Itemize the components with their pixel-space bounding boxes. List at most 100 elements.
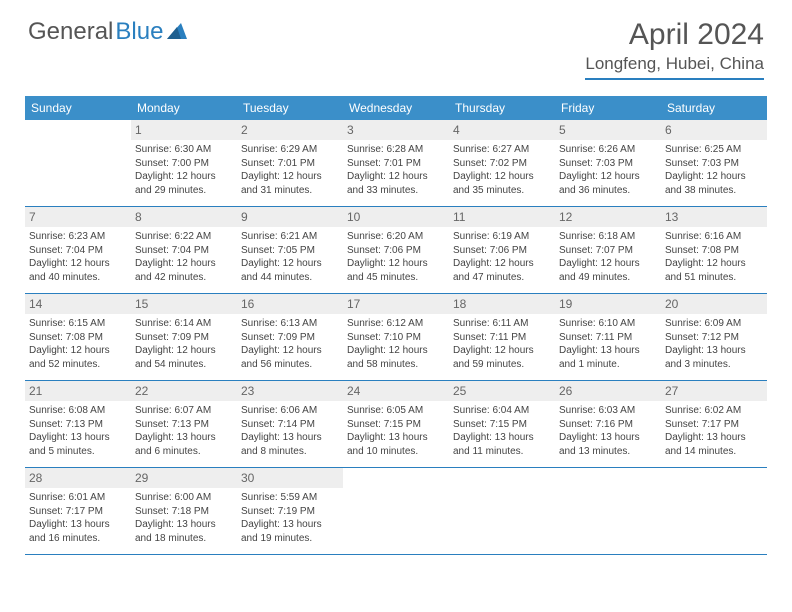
- day-number: 5: [555, 120, 661, 140]
- day-number: 23: [237, 381, 343, 401]
- dl1-text: Daylight: 12 hours: [665, 170, 763, 184]
- day-number: 4: [449, 120, 555, 140]
- dl2-text: and 29 minutes.: [135, 184, 233, 198]
- dl1-text: Daylight: 13 hours: [135, 431, 233, 445]
- week-row: 21Sunrise: 6:08 AMSunset: 7:13 PMDayligh…: [25, 381, 767, 468]
- dl2-text: and 36 minutes.: [559, 184, 657, 198]
- day-number: 9: [237, 207, 343, 227]
- dl1-text: Daylight: 12 hours: [241, 170, 339, 184]
- sunrise-text: Sunrise: 6:14 AM: [135, 317, 233, 331]
- dl2-text: and 19 minutes.: [241, 532, 339, 546]
- header: GeneralBlue April 2024 Longfeng, Hubei, …: [0, 0, 792, 88]
- calendar-cell: 13Sunrise: 6:16 AMSunset: 7:08 PMDayligh…: [661, 207, 767, 293]
- week-row: 14Sunrise: 6:15 AMSunset: 7:08 PMDayligh…: [25, 294, 767, 381]
- day-number: 10: [343, 207, 449, 227]
- calendar: Sunday Monday Tuesday Wednesday Thursday…: [25, 96, 767, 555]
- calendar-cell: [25, 120, 131, 206]
- logo-text-blue: Blue: [115, 18, 163, 46]
- week-row: 1Sunrise: 6:30 AMSunset: 7:00 PMDaylight…: [25, 120, 767, 207]
- dl2-text: and 31 minutes.: [241, 184, 339, 198]
- calendar-cell: 26Sunrise: 6:03 AMSunset: 7:16 PMDayligh…: [555, 381, 661, 467]
- dl1-text: Daylight: 12 hours: [453, 257, 551, 271]
- dl2-text: and 59 minutes.: [453, 358, 551, 372]
- dl2-text: and 14 minutes.: [665, 445, 763, 459]
- dl2-text: and 6 minutes.: [135, 445, 233, 459]
- sunset-text: Sunset: 7:10 PM: [347, 331, 445, 345]
- sunset-text: Sunset: 7:14 PM: [241, 418, 339, 432]
- sunrise-text: Sunrise: 6:23 AM: [29, 230, 127, 244]
- sunset-text: Sunset: 7:01 PM: [347, 157, 445, 171]
- calendar-cell: 7Sunrise: 6:23 AMSunset: 7:04 PMDaylight…: [25, 207, 131, 293]
- sunrise-text: Sunrise: 6:30 AM: [135, 143, 233, 157]
- calendar-cell: 27Sunrise: 6:02 AMSunset: 7:17 PMDayligh…: [661, 381, 767, 467]
- day-number: 28: [25, 468, 131, 488]
- dl1-text: Daylight: 13 hours: [559, 344, 657, 358]
- calendar-cell: 23Sunrise: 6:06 AMSunset: 7:14 PMDayligh…: [237, 381, 343, 467]
- day-number: 30: [237, 468, 343, 488]
- day-number: 7: [25, 207, 131, 227]
- sunrise-text: Sunrise: 6:00 AM: [135, 491, 233, 505]
- day-number: 11: [449, 207, 555, 227]
- week-row: 28Sunrise: 6:01 AMSunset: 7:17 PMDayligh…: [25, 468, 767, 555]
- calendar-cell: 10Sunrise: 6:20 AMSunset: 7:06 PMDayligh…: [343, 207, 449, 293]
- sunrise-text: Sunrise: 6:11 AM: [453, 317, 551, 331]
- sunset-text: Sunset: 7:18 PM: [135, 505, 233, 519]
- day-number: 2: [237, 120, 343, 140]
- sunset-text: Sunset: 7:08 PM: [665, 244, 763, 258]
- day-number: 17: [343, 294, 449, 314]
- day-number: 16: [237, 294, 343, 314]
- calendar-cell: 5Sunrise: 6:26 AMSunset: 7:03 PMDaylight…: [555, 120, 661, 206]
- sunrise-text: Sunrise: 6:16 AM: [665, 230, 763, 244]
- dl2-text: and 33 minutes.: [347, 184, 445, 198]
- dl1-text: Daylight: 13 hours: [135, 518, 233, 532]
- title-block: April 2024 Longfeng, Hubei, China: [585, 18, 764, 80]
- dl1-text: Daylight: 12 hours: [241, 257, 339, 271]
- calendar-cell: 11Sunrise: 6:19 AMSunset: 7:06 PMDayligh…: [449, 207, 555, 293]
- day-number: 27: [661, 381, 767, 401]
- dl2-text: and 44 minutes.: [241, 271, 339, 285]
- sunrise-text: Sunrise: 6:28 AM: [347, 143, 445, 157]
- dl2-text: and 47 minutes.: [453, 271, 551, 285]
- calendar-cell: 16Sunrise: 6:13 AMSunset: 7:09 PMDayligh…: [237, 294, 343, 380]
- calendar-cell: 14Sunrise: 6:15 AMSunset: 7:08 PMDayligh…: [25, 294, 131, 380]
- calendar-cell: 24Sunrise: 6:05 AMSunset: 7:15 PMDayligh…: [343, 381, 449, 467]
- sunset-text: Sunset: 7:06 PM: [453, 244, 551, 258]
- dl2-text: and 58 minutes.: [347, 358, 445, 372]
- calendar-cell: 4Sunrise: 6:27 AMSunset: 7:02 PMDaylight…: [449, 120, 555, 206]
- sunset-text: Sunset: 7:01 PM: [241, 157, 339, 171]
- day-number: 21: [25, 381, 131, 401]
- calendar-cell: 22Sunrise: 6:07 AMSunset: 7:13 PMDayligh…: [131, 381, 237, 467]
- calendar-cell: [343, 468, 449, 554]
- dl2-text: and 35 minutes.: [453, 184, 551, 198]
- sunset-text: Sunset: 7:11 PM: [453, 331, 551, 345]
- sunrise-text: Sunrise: 6:18 AM: [559, 230, 657, 244]
- dl2-text: and 38 minutes.: [665, 184, 763, 198]
- dl1-text: Daylight: 13 hours: [665, 344, 763, 358]
- calendar-cell: 28Sunrise: 6:01 AMSunset: 7:17 PMDayligh…: [25, 468, 131, 554]
- sunrise-text: Sunrise: 6:29 AM: [241, 143, 339, 157]
- dl1-text: Daylight: 13 hours: [29, 518, 127, 532]
- dl2-text: and 52 minutes.: [29, 358, 127, 372]
- logo-triangle-icon: [167, 18, 187, 46]
- dl2-text: and 56 minutes.: [241, 358, 339, 372]
- dl1-text: Daylight: 12 hours: [241, 344, 339, 358]
- calendar-cell: 17Sunrise: 6:12 AMSunset: 7:10 PMDayligh…: [343, 294, 449, 380]
- day-header-wed: Wednesday: [343, 96, 449, 120]
- sunset-text: Sunset: 7:09 PM: [135, 331, 233, 345]
- dl1-text: Daylight: 12 hours: [135, 170, 233, 184]
- calendar-cell: 2 Sunrise: 6:29 AMSunset: 7:01 PMDaylight…: [237, 120, 343, 206]
- calendar-cell: 12Sunrise: 6:18 AMSunset: 7:07 PMDayligh…: [555, 207, 661, 293]
- month-title: April 2024: [585, 18, 764, 52]
- day-header-fri: Friday: [555, 96, 661, 120]
- calendar-cell: 30Sunrise: 5:59 AMSunset: 7:19 PMDayligh…: [237, 468, 343, 554]
- dl1-text: Daylight: 13 hours: [241, 518, 339, 532]
- sunset-text: Sunset: 7:02 PM: [453, 157, 551, 171]
- day-number: 29: [131, 468, 237, 488]
- sunset-text: Sunset: 7:05 PM: [241, 244, 339, 258]
- sunrise-text: Sunrise: 6:12 AM: [347, 317, 445, 331]
- sunset-text: Sunset: 7:04 PM: [135, 244, 233, 258]
- dl1-text: Daylight: 13 hours: [241, 431, 339, 445]
- day-number: 22: [131, 381, 237, 401]
- sunset-text: Sunset: 7:17 PM: [665, 418, 763, 432]
- calendar-cell: 1Sunrise: 6:30 AMSunset: 7:00 PMDaylight…: [131, 120, 237, 206]
